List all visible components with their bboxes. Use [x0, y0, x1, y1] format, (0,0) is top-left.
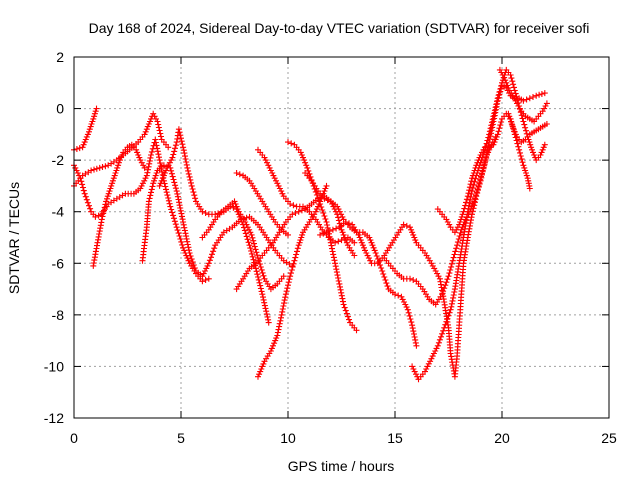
- x-tick-label: 5: [177, 430, 185, 446]
- y-tick-label: -8: [52, 307, 65, 323]
- data-track: [90, 141, 148, 269]
- data-point-markers: [139, 162, 296, 280]
- plot-frame: [73, 56, 610, 419]
- x-tick-label: 0: [70, 430, 78, 446]
- data-point-markers: [317, 219, 420, 267]
- data-track: [496, 66, 550, 125]
- data-track: [409, 66, 548, 383]
- data-track: [199, 198, 287, 293]
- axis-ticks: 0 5 10 15 20 25 -12 -10 -8 -6 -4 -2 0 2: [44, 49, 617, 446]
- data-point-markers: [505, 110, 550, 146]
- data-point-markers: [90, 141, 148, 269]
- data-track: [505, 110, 550, 146]
- data-track: [255, 182, 330, 380]
- x-tick-label: 10: [280, 430, 296, 446]
- data-point-markers: [415, 82, 548, 380]
- data-track: [255, 146, 358, 246]
- data-point-markers: [233, 170, 291, 238]
- x-tick-label: 15: [387, 430, 403, 446]
- data-point-markers: [156, 126, 272, 326]
- data-track: [233, 170, 291, 238]
- data-track: [302, 170, 420, 349]
- y-tick-label: -6: [52, 255, 65, 271]
- y-tick-label: -12: [44, 410, 64, 426]
- x-axis-label: GPS time / hours: [288, 458, 395, 474]
- data-track: [317, 219, 420, 267]
- data-point-markers: [255, 146, 358, 246]
- data-point-markers: [409, 66, 548, 383]
- x-tick-label: 20: [494, 430, 510, 446]
- y-tick-label: -10: [44, 358, 64, 374]
- x-tick-label: 25: [601, 430, 617, 446]
- y-axis-label: SDTVAR / TECUs: [6, 182, 22, 294]
- data-marks: [71, 66, 550, 383]
- y-tick-label: -4: [52, 204, 65, 220]
- data-point-markers: [71, 105, 100, 153]
- data-point-markers: [434, 110, 533, 236]
- data-point-markers: [255, 182, 330, 380]
- y-tick-label: -2: [52, 152, 65, 168]
- data-point-markers: [496, 66, 550, 125]
- y-tick-label: 2: [56, 49, 64, 65]
- data-track: [434, 110, 533, 236]
- data-track: [415, 82, 548, 380]
- data-track: [71, 105, 100, 153]
- data-track: [156, 126, 272, 326]
- data-point-markers: [302, 170, 420, 349]
- data-track: [139, 162, 296, 280]
- y-tick-label: 0: [56, 101, 64, 117]
- data-point-markers: [199, 198, 287, 293]
- chart-title: Day 168 of 2024, Sidereal Day-to-day VTE…: [89, 20, 590, 36]
